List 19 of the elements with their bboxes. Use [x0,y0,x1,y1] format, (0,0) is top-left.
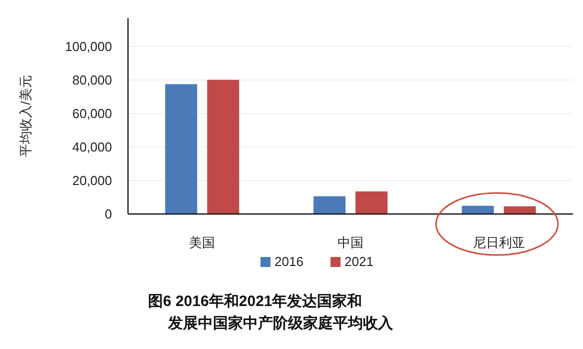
y-axis-title: 平均收入/美元 [18,75,33,157]
bar [462,206,494,214]
x-tick-label: 美国 [189,235,216,250]
bar [504,206,536,214]
text: 图6 2016年和2021年发达国家和发展中国家中产阶级家庭平均收入 [148,292,394,332]
bar [356,191,388,214]
bar [207,80,240,214]
legend-label: 2016 [274,254,304,269]
x-tick-label: 尼日利亚 [472,235,525,250]
y-tick-label: 100,000 [65,39,112,54]
y-tick-label: 20,000 [72,173,112,188]
bar [165,84,198,214]
y-tick-label: 80,000 [72,72,112,88]
y-tick-label: 60,000 [72,106,112,122]
bar [314,196,346,214]
x-tick-label: 中国 [338,235,364,250]
legend-label: 2021 [344,254,374,269]
y-tick-label: 0 [104,206,112,222]
y-tick-label: 40,000 [72,140,112,155]
